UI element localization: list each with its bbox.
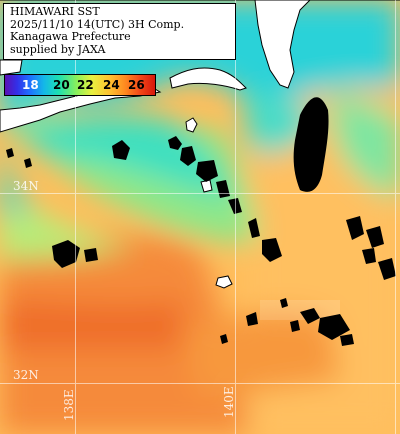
lat-label-32n: 32N <box>13 368 39 382</box>
lon-label-140e: 140E <box>222 386 236 418</box>
lon-label-138e: 138E <box>62 389 76 421</box>
lat-label-34n: 34N <box>13 179 39 193</box>
title-box: HIMAWARI SST 2025/11/10 14(UTC) 3H Comp.… <box>3 3 236 60</box>
timestamp: 2025/11/10 14(UTC) 3H Comp. <box>10 17 185 31</box>
legend-tick-18: 18 <box>22 78 39 92</box>
legend-tick-20: 20 <box>53 78 70 92</box>
land-mass <box>0 0 400 289</box>
cloud-mask <box>6 97 396 346</box>
legend-tick-22: 22 <box>77 78 94 92</box>
region-label: Kanagawa Prefecture <box>10 30 131 44</box>
credit-label: supplied by JAXA <box>10 42 106 56</box>
legend-tick-26: 26 <box>128 78 145 92</box>
legend-tick-24: 24 <box>103 78 120 92</box>
map-title: HIMAWARI SST <box>10 5 100 18</box>
color-scale-legend: 18 20 22 24 26 <box>4 74 156 96</box>
